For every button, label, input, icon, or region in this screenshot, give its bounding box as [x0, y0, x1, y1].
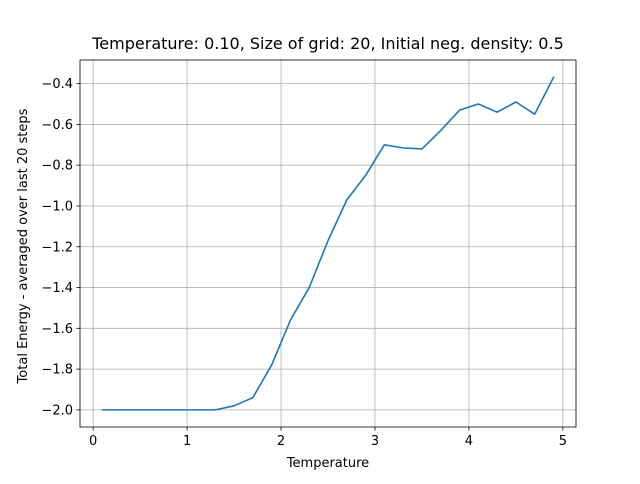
y-tick-label: −1.2	[41, 240, 73, 255]
y-tick-label: −1.0	[41, 199, 73, 214]
axes-frame	[79, 59, 577, 428]
x-tick-label: 4	[465, 434, 473, 449]
x-tick-label: 1	[183, 434, 191, 449]
x-tick-label: 5	[559, 434, 567, 449]
x-tick-label: 0	[89, 434, 97, 449]
series-line	[101, 76, 555, 411]
x-axis-label: Temperature	[286, 456, 369, 471]
grid-lines	[80, 60, 576, 427]
series-layer	[101, 76, 555, 411]
y-tick-label: −1.4	[41, 281, 73, 296]
y-axis-label: Total Energy - averaged over last 20 ste…	[16, 108, 31, 384]
x-tick-label: 2	[277, 434, 285, 449]
y-tick-label: −0.6	[41, 118, 73, 133]
x-tick-label: 3	[371, 434, 379, 449]
y-tick-label: −2.0	[41, 403, 73, 418]
y-tick-label: −1.8	[41, 363, 73, 378]
y-tick-label: −1.6	[41, 322, 73, 337]
y-tick-label: −0.4	[41, 77, 73, 92]
y-tick-label: −0.8	[41, 159, 73, 174]
chart-title: Temperature: 0.10, Size of grid: 20, Ini…	[91, 34, 564, 53]
ticks: 0 1 2 3 4 5 −2.0 −1.8 −1.6 −1.4 −1.2 −1.0 −0.8 −0.6 −0…	[41, 77, 567, 449]
